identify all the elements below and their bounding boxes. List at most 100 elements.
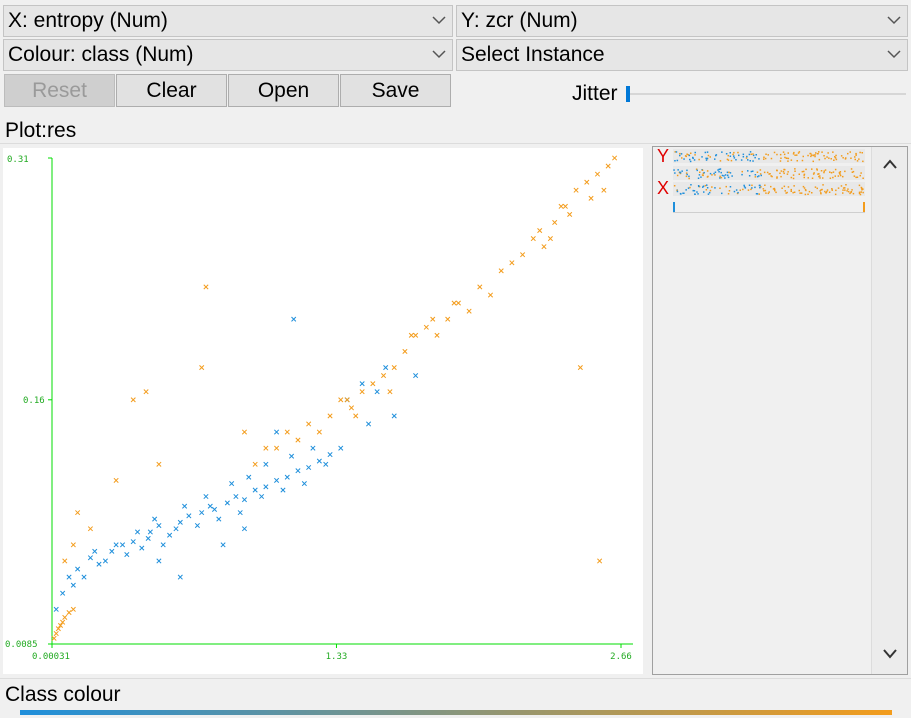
attribute-dot [679, 154, 681, 157]
scrollbar[interactable] [871, 147, 907, 674]
data-point [537, 227, 543, 234]
attribute-dot [741, 173, 743, 176]
data-point [573, 187, 579, 193]
attribute-dot [808, 190, 811, 193]
attribute-dot [834, 193, 837, 196]
attribute-dot [714, 187, 716, 189]
data-point [430, 316, 436, 322]
reset-button[interactable]: Reset [4, 74, 115, 107]
attribute-dot [703, 191, 705, 193]
attribute-dot [674, 160, 676, 162]
scatter-plot[interactable]: 0.31 0.16 0.0085 0.00031 1.33 2.66 [3, 148, 643, 674]
data-point [359, 389, 365, 395]
attribute-dot [858, 191, 861, 194]
attribute-dot [709, 156, 711, 158]
open-button[interactable]: Open [228, 74, 339, 107]
data-point [124, 551, 130, 558]
attribute-dot [676, 159, 679, 162]
attribute-dot [803, 174, 805, 176]
attribute-dot [823, 171, 825, 174]
attribute-dot [811, 168, 813, 170]
attribute-dot [754, 156, 756, 159]
data-point [366, 421, 372, 427]
scroll-down-icon[interactable] [882, 643, 898, 666]
data-point [370, 381, 376, 387]
attribute-panel[interactable]: Y X [652, 146, 908, 675]
attribute-dot [826, 156, 828, 158]
attribute-dot [807, 154, 809, 157]
data-point [229, 481, 235, 487]
jitter-slider-thumb[interactable] [626, 86, 630, 102]
data-point [291, 316, 297, 322]
attribute-dot [828, 191, 831, 193]
colour-select-label: Colour: class (Num) [8, 43, 194, 66]
attribute-dot [798, 151, 801, 153]
attribute-dot [747, 170, 749, 172]
attribute-dot [859, 193, 862, 196]
data-point [92, 548, 98, 554]
data-point [233, 493, 239, 500]
attribute-dot [726, 158, 729, 161]
attribute-dot [862, 191, 864, 194]
data-point [601, 187, 607, 193]
instance-select[interactable]: Select Instance [456, 39, 908, 71]
attribute-dot [835, 158, 838, 161]
data-point [160, 542, 166, 548]
attribute-dot [729, 172, 732, 174]
attribute-dot [858, 192, 861, 195]
attribute-dot [750, 188, 752, 191]
data-point [173, 526, 179, 532]
attribute-dot [854, 156, 856, 158]
data-point [259, 493, 265, 500]
attribute-dot [779, 160, 782, 162]
attribute-dot [739, 189, 741, 191]
attribute-dot [699, 171, 701, 173]
data-point [344, 397, 350, 403]
attribute-dot [776, 169, 778, 172]
attribute-dot [764, 184, 766, 186]
attribute-dot [774, 188, 776, 191]
data-point [194, 522, 200, 529]
attribute-dot [766, 171, 769, 174]
jitter-slider-track[interactable] [626, 93, 906, 95]
attribute-dot [816, 187, 818, 190]
data-point [498, 268, 504, 274]
attribute-dot [860, 191, 862, 193]
save-button[interactable]: Save [340, 74, 451, 107]
attribute-dot [793, 191, 796, 193]
data-point [113, 542, 119, 548]
y-axis-select[interactable]: Y: zcr (Num) [456, 5, 908, 37]
attribute-dot [717, 169, 719, 171]
data-point [391, 364, 397, 371]
data-point [177, 574, 183, 580]
attribute-dot [847, 190, 850, 193]
attribute-dot [692, 157, 694, 159]
attribute-dot [742, 153, 745, 156]
attribute-dot [832, 151, 834, 153]
attribute-dot [702, 172, 705, 175]
attribute-dot [854, 158, 856, 161]
attribute-bar-mid[interactable] [673, 166, 865, 180]
attribute-dot [819, 177, 821, 179]
scroll-up-icon[interactable] [882, 153, 898, 176]
attribute-dot [819, 190, 821, 192]
colour-select[interactable]: Colour: class (Num) [3, 39, 453, 71]
attribute-dot [740, 159, 743, 161]
attribute-dot [837, 187, 840, 189]
clear-button[interactable]: Clear [116, 74, 227, 107]
x-axis-select[interactable]: X: entropy (Num) [3, 5, 453, 37]
attribute-dot [685, 155, 687, 158]
attribute-bar-y[interactable] [673, 149, 865, 163]
data-point [53, 630, 59, 637]
data-point [60, 619, 66, 625]
attribute-dot [682, 192, 684, 194]
attribute-dot [787, 157, 790, 160]
attribute-dot [814, 186, 817, 188]
divider [0, 678, 911, 679]
attribute-dot [749, 160, 751, 162]
data-point [263, 445, 269, 451]
attribute-bar-x[interactable] [673, 182, 865, 196]
attribute-dot [770, 175, 772, 177]
attribute-dot [859, 151, 861, 154]
attribute-dot [752, 170, 754, 172]
